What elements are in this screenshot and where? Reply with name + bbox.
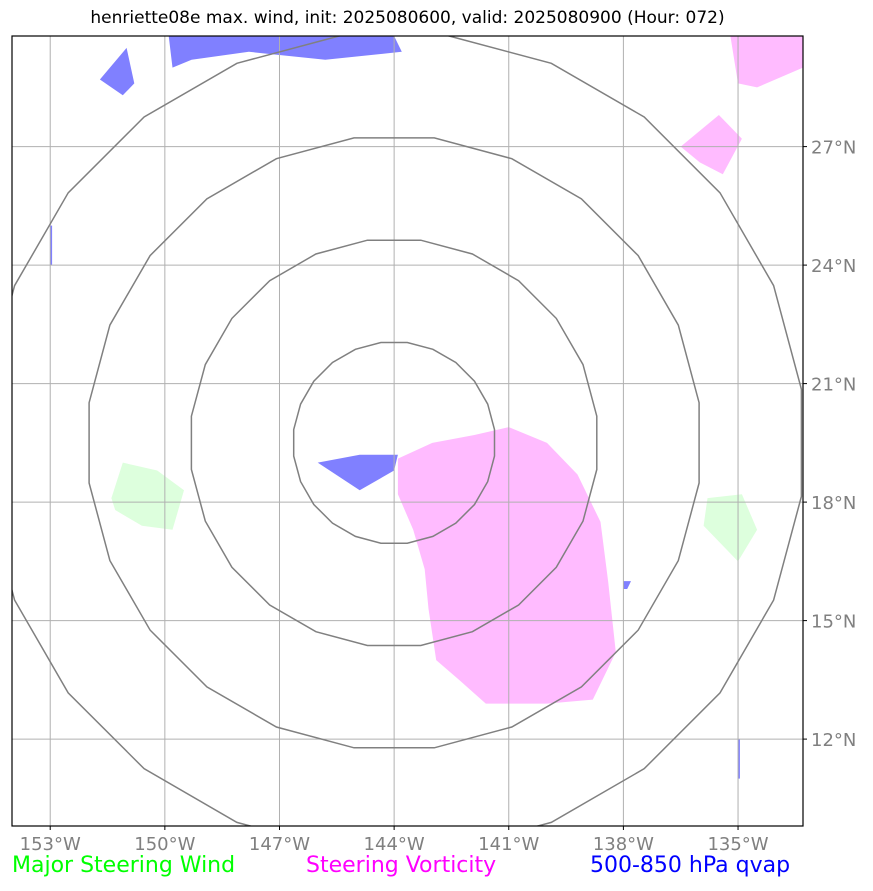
graticule-layer (12, 36, 803, 826)
vorticity-top-right-shape (730, 36, 803, 88)
range-ring (190, 239, 598, 647)
lat-tick-label: 12°N (811, 730, 856, 751)
lon-tick-label: 150°W (134, 834, 195, 855)
qvap-right-dot-shape (623, 581, 631, 589)
lat-tick-label: 21°N (811, 375, 856, 396)
legend-steering-vorticity: Steering Vorticity (306, 853, 497, 878)
range-ring (292, 341, 496, 544)
lon-tick-label: 141°W (478, 834, 539, 855)
map-title: henriette08e max. wind, init: 2025080600… (90, 8, 725, 28)
wind-right-shape (703, 494, 758, 562)
map-background (12, 36, 803, 826)
vorticity-main-shape (397, 427, 616, 704)
wind-left-shape (111, 462, 184, 530)
lat-tick-label: 15°N (811, 612, 856, 633)
lat-tick-label: 18°N (811, 493, 856, 514)
range-rings-layer (12, 36, 803, 826)
lat-tick-label: 24°N (811, 256, 856, 277)
lon-tick-label: 135°W (707, 834, 768, 855)
legend-qvap: 500-850 hPa qvap (590, 853, 791, 878)
tick-labels-layer: 153°W 150°W 147°W 144°W 141°W 138°W 135°W 27°N 2… (20, 138, 857, 855)
qvap-top-left-shape (99, 47, 135, 96)
qvap-top-shape (168, 36, 402, 68)
vorticity-right-shape (680, 115, 742, 175)
range-ring (12, 36, 803, 826)
field-shapes-layer (50, 36, 803, 779)
qvap-center-shape (317, 454, 398, 491)
legend-steering-wind: Major Steering Wind (12, 853, 236, 878)
lon-tick-label: 138°W (593, 834, 654, 855)
range-ring (88, 137, 700, 749)
lon-tick-label: 147°W (249, 834, 310, 855)
lon-tick-label: 153°W (20, 834, 81, 855)
map-border (11, 35, 804, 827)
lon-tick-label: 144°W (364, 834, 425, 855)
lat-tick-label: 27°N (811, 138, 856, 159)
